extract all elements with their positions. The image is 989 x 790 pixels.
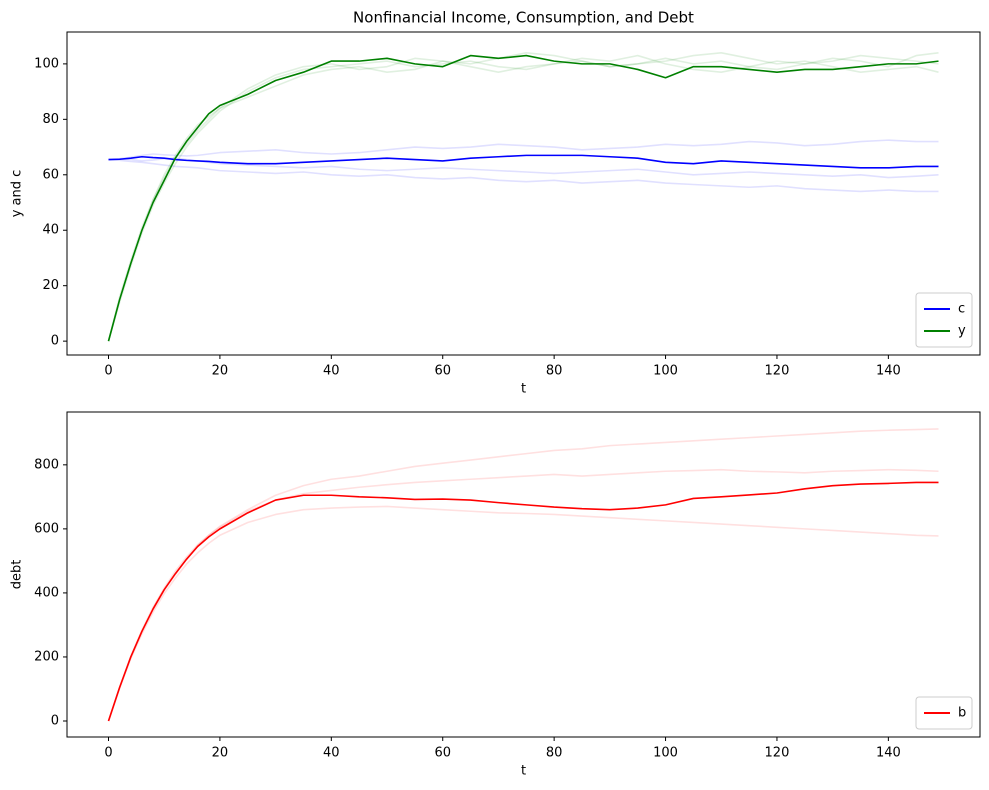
simulation-line bbox=[108, 139, 939, 161]
legend-label: c bbox=[958, 302, 965, 317]
x-tick-label: 120 bbox=[765, 746, 790, 761]
x-axis-label: t bbox=[521, 764, 526, 779]
plot-area bbox=[107, 51, 939, 342]
x-tick-label: 60 bbox=[434, 746, 451, 761]
legend-label: y bbox=[958, 324, 966, 339]
y-axis-label: debt bbox=[10, 560, 25, 590]
legend-box bbox=[915, 292, 973, 348]
legend-label: b bbox=[958, 706, 966, 721]
plot-area bbox=[107, 428, 939, 722]
series-line bbox=[108, 154, 939, 169]
x-tick-label: 20 bbox=[212, 364, 229, 379]
x-tick-label: 80 bbox=[546, 364, 563, 379]
series-line bbox=[107, 54, 939, 342]
x-tick-label: 20 bbox=[212, 746, 229, 761]
simulation-line bbox=[108, 157, 939, 179]
y-tick-label: 0 bbox=[51, 713, 59, 728]
x-tick-label: 100 bbox=[653, 746, 678, 761]
y-tick-label: 60 bbox=[42, 167, 59, 182]
x-tick-label: 140 bbox=[876, 746, 901, 761]
x-tick-label: 80 bbox=[546, 746, 563, 761]
y-tick-label: 20 bbox=[42, 278, 59, 293]
simulation-line bbox=[107, 51, 939, 342]
y-tick-label: 100 bbox=[34, 56, 59, 71]
y-tick-label: 400 bbox=[34, 585, 59, 600]
y-tick-label: 80 bbox=[42, 112, 59, 127]
x-tick-label: 140 bbox=[876, 364, 901, 379]
axes-frame bbox=[66, 31, 981, 356]
axes-frame bbox=[66, 411, 981, 738]
y-axis-label: y and c bbox=[10, 170, 25, 218]
x-axis-label: t bbox=[521, 382, 526, 397]
y-tick-label: 40 bbox=[42, 223, 59, 238]
x-tick-label: 100 bbox=[653, 364, 678, 379]
x-tick-label: 40 bbox=[323, 364, 340, 379]
chart-title: Nonfinancial Income, Consumption, and De… bbox=[353, 9, 694, 27]
y-tick-label: 0 bbox=[51, 334, 59, 349]
simulation-line bbox=[107, 505, 939, 722]
x-tick-label: 60 bbox=[434, 364, 451, 379]
series-line bbox=[107, 481, 939, 722]
x-tick-label: 120 bbox=[765, 364, 790, 379]
x-tick-label: 40 bbox=[323, 746, 340, 761]
y-tick-label: 800 bbox=[34, 457, 59, 472]
simulation-line bbox=[107, 51, 939, 342]
x-tick-label: 0 bbox=[104, 364, 112, 379]
x-tick-label: 0 bbox=[104, 746, 112, 761]
y-tick-label: 200 bbox=[34, 649, 59, 664]
simulation-line bbox=[107, 54, 939, 342]
simulation-line bbox=[107, 468, 939, 722]
y-tick-label: 600 bbox=[34, 521, 59, 536]
simulation-line bbox=[108, 158, 939, 193]
